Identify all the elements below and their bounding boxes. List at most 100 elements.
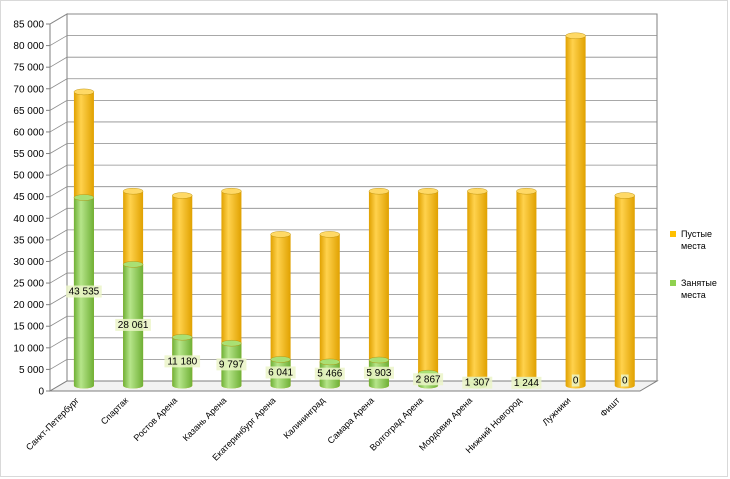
y-tick-label: 85 000 xyxy=(13,20,44,31)
cylinder-top xyxy=(368,188,390,195)
category-label: Ростов Арена xyxy=(132,395,180,443)
data-label: 0 xyxy=(573,376,579,387)
y-tick-label: 30 000 xyxy=(13,257,44,268)
cylinder-body xyxy=(614,195,635,389)
y-tick-label: 80 000 xyxy=(13,41,44,52)
y-tick-label: 40 000 xyxy=(13,214,44,225)
gridline xyxy=(49,315,657,327)
y-tick-label: 25 000 xyxy=(13,279,44,290)
gridline xyxy=(49,99,657,111)
cylinder-top xyxy=(221,188,242,195)
gridline xyxy=(49,359,657,370)
gridlines xyxy=(49,13,657,370)
category-label: Фишт xyxy=(598,395,621,418)
bar-empty-seats xyxy=(417,188,439,389)
y-tick-label: 65 000 xyxy=(13,106,44,117)
data-label: 28 061 xyxy=(118,320,149,331)
plot-walls xyxy=(48,13,659,392)
data-label: 43 535 xyxy=(69,287,100,298)
cylinder-top xyxy=(122,188,144,195)
category-label: Лужники xyxy=(540,395,572,427)
data-label-bg xyxy=(115,318,151,331)
legend-label: Занятые xyxy=(681,278,717,288)
y-tick-label: 70 000 xyxy=(13,84,44,95)
cylinder-top xyxy=(172,334,193,341)
data-label-bg xyxy=(511,376,542,389)
category-label: Спартак xyxy=(99,395,130,426)
gridline xyxy=(49,56,657,68)
bar-empty-seats xyxy=(221,188,242,389)
category-label: Санкт-Петербург xyxy=(24,395,81,452)
data-label-bg xyxy=(216,358,247,371)
data-label-bg xyxy=(265,366,296,379)
cylinder-body xyxy=(418,191,439,389)
y-tick-label: 75 000 xyxy=(13,63,44,74)
cylinder-top xyxy=(417,188,439,195)
legend-swatch xyxy=(670,231,676,237)
category-label: Волгоград Арена xyxy=(368,395,425,452)
cylinder-top xyxy=(73,194,95,201)
legend-label: Пустые xyxy=(681,229,712,239)
side-wall xyxy=(49,13,68,392)
legend-label: места xyxy=(681,241,706,251)
y-axis-ticks: 0 5 000 10 000 15 000 20 000 25 000 30 000 35 0… xyxy=(13,20,50,398)
category-label: Мордовия Арена xyxy=(417,395,474,452)
data-label: 9 797 xyxy=(219,359,244,370)
legend: Пустые места Занятые места xyxy=(670,229,717,300)
gridline xyxy=(49,229,657,241)
legend-swatch xyxy=(670,280,676,286)
data-label-bg xyxy=(314,367,345,380)
bar-empty-seats xyxy=(614,192,635,389)
y-tick-label: 5 000 xyxy=(19,365,44,376)
data-label: 1 307 xyxy=(465,378,490,389)
gridline xyxy=(49,186,657,198)
category-label: Калининград xyxy=(281,395,327,441)
data-label: 11 180 xyxy=(167,356,197,367)
cylinder-top xyxy=(122,261,144,268)
data-label: 2 867 xyxy=(416,374,441,385)
y-tick-label: 35 000 xyxy=(13,235,44,246)
cylinder-top xyxy=(172,192,193,199)
cylinder-top xyxy=(516,188,537,195)
cylinder-body xyxy=(565,35,586,389)
y-tick-label: 60 000 xyxy=(13,127,44,138)
data-label-bg xyxy=(164,355,201,368)
data-label-bg xyxy=(571,374,580,387)
data-label: 5 466 xyxy=(317,369,342,380)
gridline xyxy=(49,35,657,46)
category-label: Самара Арена xyxy=(325,395,375,445)
cylinder-top xyxy=(368,356,390,364)
data-label-bg xyxy=(620,374,629,387)
cylinder-top xyxy=(614,192,635,199)
gridline xyxy=(49,143,657,154)
y-tick-label: 45 000 xyxy=(13,192,44,203)
y-tick-label: 15 000 xyxy=(13,322,44,333)
gridline xyxy=(49,207,657,219)
cylinder-top xyxy=(319,231,340,238)
data-label: 6 041 xyxy=(268,367,293,378)
bar-empty-seats xyxy=(368,188,390,389)
cylinder-top xyxy=(270,356,291,363)
floor xyxy=(48,380,659,392)
back-wall xyxy=(66,13,658,382)
bar-empty-seats xyxy=(467,188,488,389)
cylinder-top xyxy=(221,340,242,347)
gridline xyxy=(49,251,657,262)
cylinder-body xyxy=(319,234,340,389)
cylinder-body xyxy=(221,191,242,389)
legend-label: места xyxy=(681,290,706,300)
bar-empty-seats xyxy=(319,231,340,389)
y-tick-label: 55 000 xyxy=(13,149,44,160)
cylinder-top xyxy=(467,188,488,195)
y-tick-label: 50 000 xyxy=(13,171,44,182)
data-label: 5 903 xyxy=(366,368,391,379)
y-tick-label: 10 000 xyxy=(13,343,44,354)
bar-empty-seats xyxy=(565,32,586,389)
data-label-bg xyxy=(363,366,394,379)
gridline xyxy=(49,164,657,176)
gridline xyxy=(49,13,657,25)
data-label-bg xyxy=(413,373,444,386)
data-label-bg xyxy=(462,376,493,389)
gridline xyxy=(49,272,657,284)
